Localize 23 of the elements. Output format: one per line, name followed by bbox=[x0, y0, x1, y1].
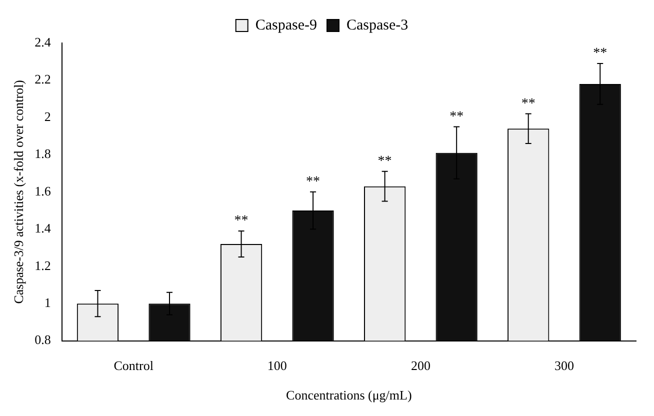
data-label: ** bbox=[521, 96, 536, 112]
x-tick-label: 300 bbox=[554, 358, 574, 374]
y-tick-label: 0.8 bbox=[34, 332, 51, 348]
legend-label: Caspase-9 bbox=[255, 17, 318, 34]
x-tick-label: 100 bbox=[267, 358, 287, 374]
y-tick-label: 1.6 bbox=[34, 183, 52, 198]
data-label: ** bbox=[593, 46, 608, 62]
legend-label: Caspase-3 bbox=[346, 17, 408, 34]
x-tick-label: 200 bbox=[410, 358, 430, 374]
y-tick-label: 1 bbox=[44, 294, 51, 310]
y-tick-label: 2.2 bbox=[34, 72, 51, 87]
data-label: ** bbox=[306, 174, 320, 190]
x-axis-title: Concentrations (μg/mL) bbox=[286, 388, 412, 403]
data-label: ** bbox=[378, 154, 392, 170]
y-tick-label: 2.4 bbox=[34, 34, 52, 50]
data-label: ** bbox=[450, 109, 464, 124]
y-tick-label: 2 bbox=[44, 108, 51, 124]
y-tick-label: 1.8 bbox=[34, 146, 51, 162]
x-tick-label: Control bbox=[114, 358, 154, 374]
y-axis-title: Caspase-3/9 activities (x-fold over control) bbox=[11, 80, 26, 304]
y-tick-label: 1.4 bbox=[34, 220, 52, 236]
y-tick-label: 1.2 bbox=[34, 258, 51, 273]
data-label: ** bbox=[234, 214, 248, 229]
